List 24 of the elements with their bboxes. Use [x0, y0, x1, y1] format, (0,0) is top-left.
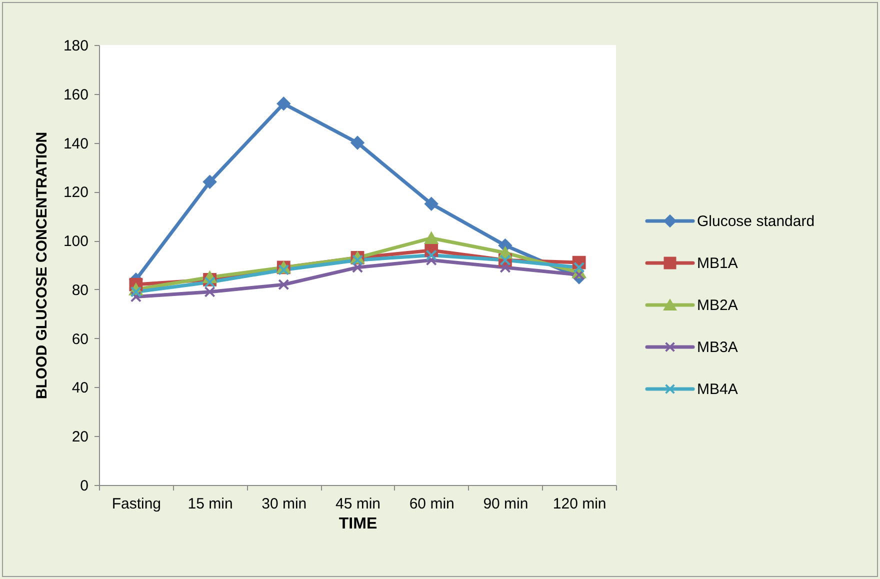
- y-tick-label: 20: [72, 428, 88, 446]
- x-tick-label: 60 min: [409, 496, 454, 512]
- legend-label: MB4A: [697, 381, 738, 398]
- legend-label: MB2A: [697, 297, 738, 314]
- y-tick-label: 80: [72, 282, 88, 299]
- y-tick-label: 40: [72, 380, 88, 397]
- legend-label: MB3A: [697, 339, 738, 356]
- x-tick-label: 30 min: [262, 496, 307, 512]
- y-tick-label: 180: [63, 38, 88, 54]
- y-tick-label: 120: [63, 184, 88, 202]
- y-tick-label: 100: [63, 233, 88, 250]
- x-tick-label: 15 min: [188, 496, 233, 512]
- y-tick-label: 60: [72, 330, 88, 348]
- y-tick-label: 140: [63, 135, 88, 152]
- x-tick-label: 120 min: [552, 496, 606, 512]
- legend-label: Glucose standard: [697, 213, 815, 230]
- y-tick-label: 160: [63, 86, 88, 104]
- x-axis-title: TIME: [338, 516, 378, 532]
- x-tick-label: Fasting: [112, 496, 162, 512]
- y-axis-title: BLOOD GLUCOSE CONCENTRATION: [33, 132, 50, 400]
- y-tick-label: 0: [80, 478, 88, 494]
- x-tick-label: 90 min: [483, 496, 528, 512]
- legend-label: MB1A: [697, 255, 738, 272]
- x-tick-label: 45 min: [335, 496, 381, 512]
